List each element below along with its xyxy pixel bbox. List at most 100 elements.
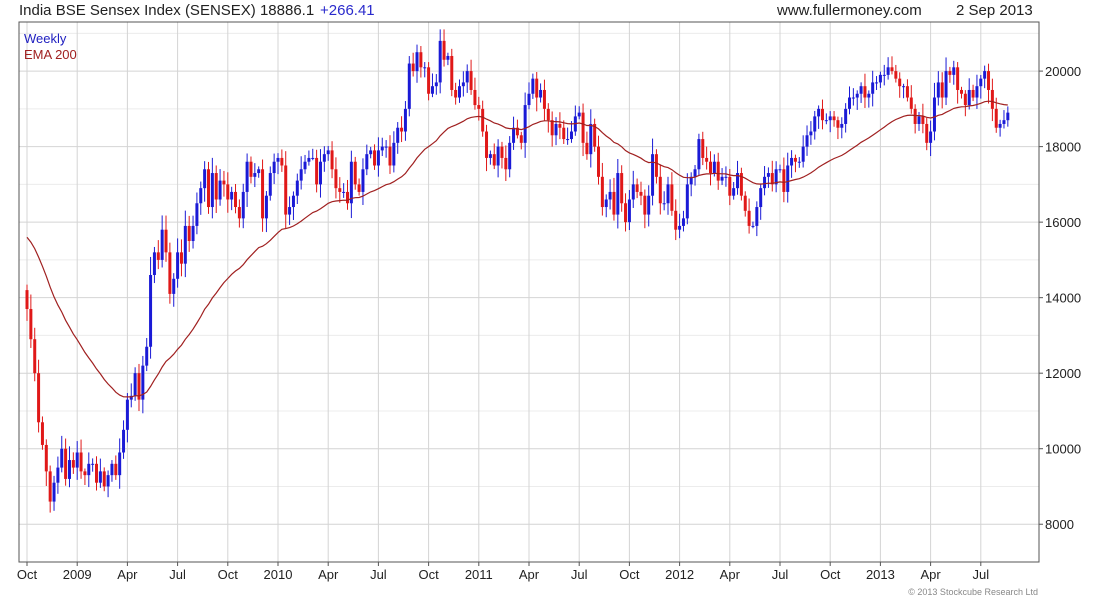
candle-body [894, 71, 897, 79]
candle-body [134, 373, 137, 396]
x-tick-label: Apr [920, 567, 941, 582]
candle-body [875, 82, 878, 83]
candle [392, 131, 395, 172]
candle-body [925, 124, 928, 143]
x-tick-label: Oct [619, 567, 640, 582]
candle-body [879, 75, 882, 83]
x-tick-label: 2011 [465, 567, 493, 582]
candle-body [207, 169, 210, 207]
candle [929, 121, 932, 156]
candle [273, 154, 276, 184]
candle-body [620, 173, 623, 203]
candle-body [369, 150, 372, 154]
candle [327, 146, 330, 161]
candle-body [172, 279, 175, 294]
candle [887, 57, 890, 79]
candle-body [1002, 120, 1005, 124]
candle-body [995, 109, 998, 128]
candle-body [431, 86, 434, 94]
candle-body [829, 116, 832, 120]
candle [736, 161, 739, 195]
candle-body [524, 105, 527, 143]
candle [226, 172, 229, 212]
candle [987, 64, 990, 104]
candle [242, 184, 245, 228]
candle [775, 161, 778, 192]
candle [620, 165, 623, 211]
candle-body [860, 86, 863, 94]
candle [249, 157, 252, 184]
candle-body [531, 79, 534, 94]
candle-body [972, 90, 975, 98]
candle-body [195, 203, 198, 226]
candle [439, 29, 442, 93]
candle-body [234, 192, 237, 207]
candle-body [188, 226, 191, 241]
candle [585, 132, 588, 160]
candle [284, 151, 287, 229]
candle-body [968, 90, 971, 105]
candle [524, 93, 527, 158]
candle [663, 191, 666, 210]
candle-body [497, 147, 500, 166]
candle-body [589, 124, 592, 154]
candle-body [161, 230, 164, 260]
candle-body [95, 464, 98, 483]
candle [207, 162, 210, 214]
candle [416, 45, 419, 83]
candle [215, 165, 218, 213]
candle-body [945, 71, 948, 97]
candle [76, 441, 79, 480]
candle-body [385, 147, 388, 148]
candle-body [45, 445, 48, 471]
candle [72, 452, 75, 474]
candle [323, 146, 326, 172]
candle [562, 120, 565, 144]
candle-body [655, 154, 658, 177]
candle-body [512, 128, 515, 143]
candle [670, 172, 673, 216]
candle [234, 184, 237, 213]
candle-body [203, 169, 206, 188]
candle-body [717, 162, 720, 181]
candle-body [439, 41, 442, 83]
candle [29, 295, 32, 348]
candle [925, 118, 928, 150]
candle-body [636, 184, 639, 192]
candle [443, 29, 446, 66]
candle [408, 56, 411, 116]
candle [168, 243, 171, 304]
candle-body [709, 162, 712, 173]
legend-period: Weekly [24, 31, 67, 46]
candle [655, 149, 658, 183]
candle [790, 150, 793, 178]
candle-body [230, 192, 233, 200]
x-tick-label: 2012 [665, 567, 694, 582]
candle-body [416, 52, 419, 71]
candle-body [767, 173, 770, 177]
candle-body [458, 86, 461, 97]
x-tick-label: Jul [571, 567, 588, 582]
candle-body [292, 196, 295, 207]
candle [489, 151, 492, 165]
candle [412, 53, 415, 77]
candle [867, 90, 870, 107]
candle [126, 393, 129, 442]
candle [1006, 106, 1009, 126]
candle-body [582, 113, 585, 143]
candle-body [80, 452, 83, 471]
candle-body [60, 449, 63, 468]
candle [26, 285, 29, 321]
candle-body [500, 147, 503, 158]
candle-body [848, 98, 851, 109]
candle [319, 149, 322, 197]
candle-body [315, 158, 318, 184]
candle [68, 446, 71, 487]
candle [809, 121, 812, 145]
candle [381, 138, 384, 156]
candle-body [211, 173, 214, 207]
candle-body [921, 116, 924, 124]
candle [427, 62, 430, 100]
candle [49, 466, 52, 513]
candle [782, 158, 785, 203]
